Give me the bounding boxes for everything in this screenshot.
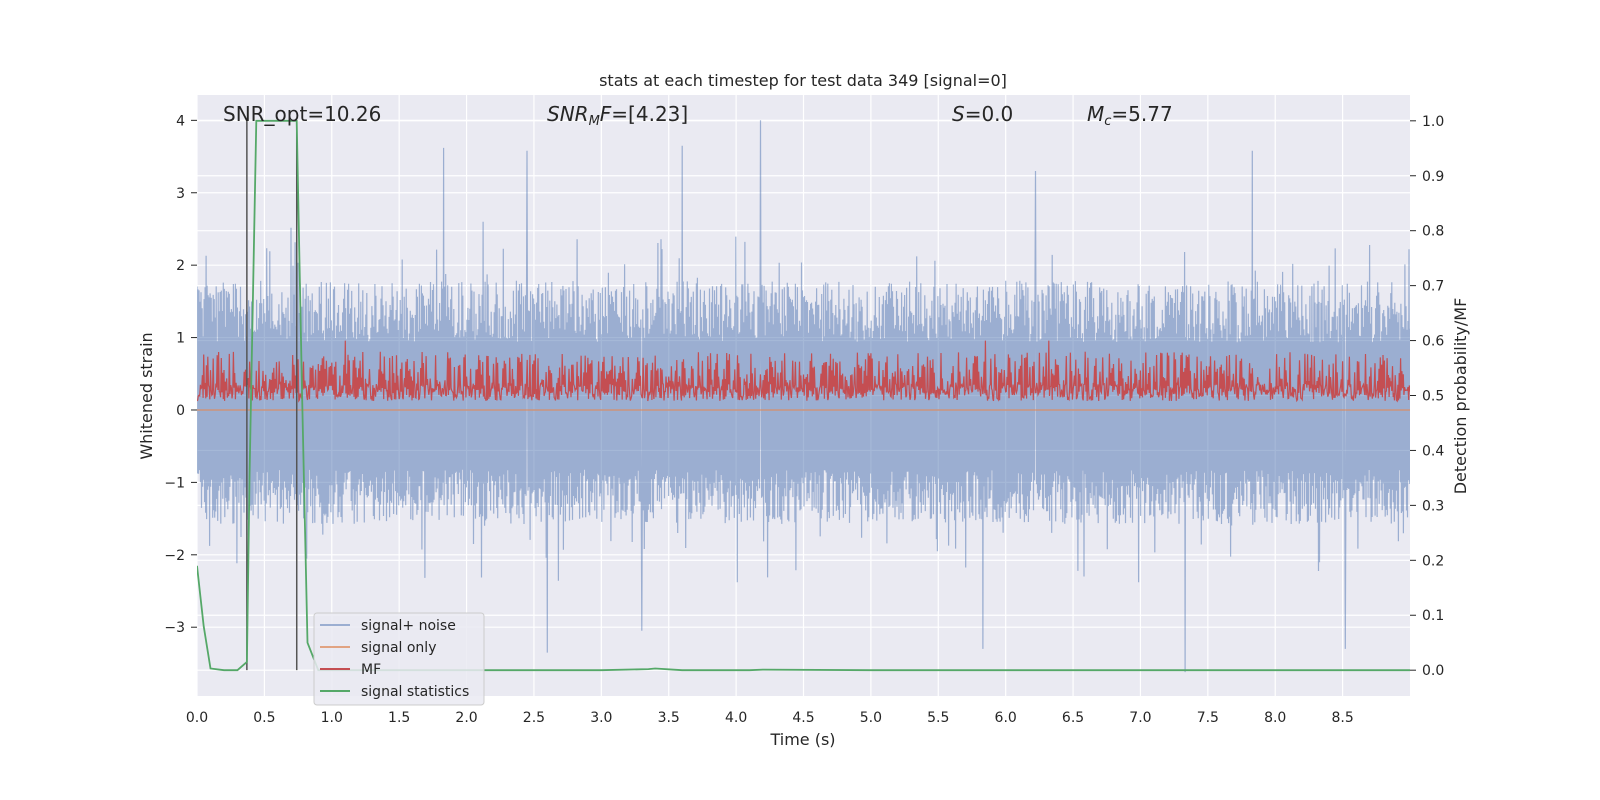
x-tick-label: 1.5	[388, 710, 410, 726]
annotation-snr-mf-sub: M	[589, 114, 600, 129]
x-tick-label: 4.0	[725, 710, 747, 726]
x-tick-label: 8.5	[1331, 710, 1353, 726]
x-tick-label: 1.0	[321, 710, 343, 726]
y2-tick-label: 0.2	[1422, 553, 1444, 569]
annotation-s: S=0.0	[952, 102, 1013, 126]
x-tick-label: 0.5	[253, 710, 275, 726]
x-tick-label: 7.5	[1197, 710, 1219, 726]
x-tick-label: 2.0	[455, 710, 477, 726]
annotation-s-var: S	[952, 102, 965, 126]
x-tick-label: 3.5	[658, 710, 680, 726]
y2-tick-label: 0.0	[1422, 663, 1444, 679]
annotation-mc-var: M	[1087, 102, 1104, 126]
y-axis-label: Whitened strain	[137, 332, 156, 459]
legend-label-signal-statistics: signal statistics	[361, 684, 469, 700]
y2-tick-label: 0.4	[1422, 443, 1444, 459]
annotation-snr-mf-value: =[4.23]	[611, 102, 688, 126]
x-tick-label: 2.5	[523, 710, 545, 726]
legend-label-mf: MF	[361, 662, 381, 678]
x-tick-label: 6.0	[995, 710, 1017, 726]
y2-ticks: 0.0 0.1 0.2 0.3 0.4 0.5 0.6 0.7 0.8 0.9 1.0	[1410, 114, 1444, 679]
annotation-snr-mf-tail: F	[600, 102, 612, 126]
y-tick-label: −2	[164, 548, 185, 564]
x-tick-label: 7.0	[1129, 710, 1151, 726]
annotation-mc: Mc=5.77	[1087, 102, 1173, 129]
y-tick-label: 1	[176, 331, 185, 347]
chart-title: stats at each timestep for test data 349…	[599, 71, 1007, 90]
annotation-snr-opt: SNR_opt=10.26	[223, 102, 381, 126]
y-tick-label: −3	[164, 620, 185, 636]
x-axis-label: Time (s)	[769, 730, 835, 749]
series-signal-noise	[197, 120, 1410, 673]
y-tick-label: 0	[176, 403, 185, 419]
x-tick-label: 5.0	[860, 710, 882, 726]
x-tick-label: 8.0	[1264, 710, 1286, 726]
annotation-mc-sub: c	[1104, 114, 1111, 129]
legend-box	[313, 612, 485, 706]
y2-axis-label: Detection probability/MF	[1451, 298, 1470, 495]
y2-tick-label: 0.6	[1422, 334, 1444, 350]
annotation-snr-mf-main: SNR	[547, 102, 589, 126]
legend: signal+ noise signal only MF signal stat…	[313, 612, 485, 706]
y2-tick-label: 0.8	[1422, 224, 1444, 240]
annotation-mc-value: =5.77	[1111, 102, 1172, 126]
y-ticks: −3 −2 −1 0 1 2 3 4	[164, 113, 197, 636]
series-signal-statistics	[197, 119, 1410, 672]
x-ticks: 0.0 0.5 1.0 1.5 2.0 2.5 3.0 3.5 4.0 4.5 5.0 5.5 6.0 6…	[186, 710, 1354, 726]
x-tick-label: 6.5	[1062, 710, 1084, 726]
y2-tick-label: 1.0	[1422, 114, 1444, 130]
annotation-snr-mf: SNRMF=[4.23]	[547, 102, 688, 129]
y2-tick-label: 0.1	[1422, 608, 1444, 624]
legend-label-signal-only: signal only	[361, 640, 436, 656]
y-tick-label: 2	[176, 258, 185, 274]
annotation-s-value: =0.0	[965, 102, 1014, 126]
vertical-markers	[246, 120, 298, 671]
x-tick-label: 0.0	[186, 710, 208, 726]
x-tick-label: 3.0	[590, 710, 612, 726]
x-tick-label: 5.5	[927, 710, 949, 726]
y2-tick-label: 0.3	[1422, 498, 1444, 514]
y2-tick-label: 0.9	[1422, 169, 1444, 185]
y2-tick-label: 0.5	[1422, 389, 1444, 405]
x-tick-label: 4.5	[792, 710, 814, 726]
y2-tick-label: 0.7	[1422, 279, 1444, 295]
series-mf	[197, 340, 1410, 403]
y-tick-label: −1	[164, 475, 185, 491]
legend-label-signal-noise: signal+ noise	[361, 618, 456, 634]
y-tick-label: 4	[176, 113, 185, 129]
y-tick-label: 3	[176, 186, 185, 202]
